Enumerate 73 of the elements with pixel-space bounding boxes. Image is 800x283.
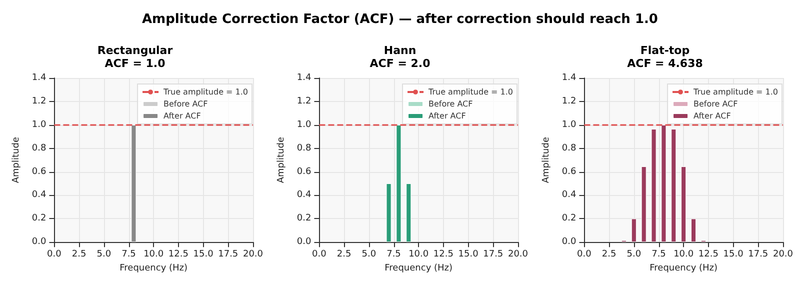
y-tick-label: 1.0: [296, 120, 312, 130]
y-tick-label: 1.2: [562, 96, 576, 106]
chart-title: Flat-top: [640, 44, 690, 57]
x-axis-title: Frequency (Hz): [384, 264, 453, 274]
y-tick-label: 1.2: [296, 96, 312, 106]
y-tick-label: 0.6: [32, 166, 46, 177]
x-tick-label: 12.5: [433, 250, 454, 260]
y-tick-label: 1.2: [32, 96, 46, 106]
y-tick-label: 0.8: [32, 143, 46, 154]
y-tick-label: 0.0: [562, 237, 576, 248]
x-tick-label: 7.5: [652, 250, 666, 260]
y-tick-label: 0.0: [296, 237, 312, 248]
y-tick-label: 0.4: [32, 190, 46, 200]
x-tick-label: 20.0: [242, 250, 264, 260]
chart-subtitle: ACF = 4.638: [627, 57, 703, 70]
y-tick-label: 1.0: [32, 120, 46, 130]
y-tick-label: 0.6: [562, 166, 576, 177]
x-tick-label: 5.0: [362, 250, 376, 260]
x-tick-label: 2.5: [602, 250, 616, 260]
chart-title: Rectangular: [97, 44, 174, 57]
y-tick-label: 0.2: [32, 214, 46, 224]
x-axis-title: Frequency (Hz): [120, 264, 188, 274]
legend-label: Before ACF: [694, 100, 738, 108]
x-tick-label: 10.0: [408, 250, 429, 260]
y-tick-label: 0.2: [562, 214, 576, 224]
y-tick-label: 1.4: [32, 73, 46, 83]
y-tick-label: 0.4: [296, 190, 312, 200]
legend-label: True amplitude = 1.0: [428, 88, 514, 96]
legend-label: True amplitude = 1.0: [162, 88, 248, 96]
y-tick-label: 1.4: [296, 73, 312, 83]
x-tick-label: 0.0: [47, 250, 62, 260]
x-tick-label: 15.0: [723, 250, 744, 260]
y-axis-title: Amplitude: [276, 136, 286, 184]
y-axis-title: Amplitude: [542, 136, 552, 184]
legend-label: True amplitude = 1.0: [692, 88, 778, 96]
x-tick-label: 10.0: [144, 250, 164, 260]
x-tick-label: 20.0: [772, 250, 794, 260]
y-tick-label: 0.4: [562, 190, 576, 200]
x-tick-label: 2.5: [72, 250, 86, 260]
y-tick-label: 0.8: [296, 143, 312, 154]
x-tick-label: 0.0: [312, 250, 327, 260]
legend-label: Before ACF: [428, 100, 474, 108]
text: Amplitude Correction Factor (ACF) — after correction should reach 1.0: [142, 12, 658, 26]
legend-label: After ACF: [164, 112, 202, 120]
x-tick-label: 17.5: [218, 250, 238, 260]
x-tick-label: 5.0: [96, 250, 112, 260]
legend-label: Before ACF: [164, 100, 208, 108]
x-tick-label: 15.0: [193, 250, 214, 260]
x-axis-title: Frequency (Hz): [650, 264, 718, 274]
chart-subtitle: ACF = 1.0: [104, 57, 166, 70]
chart-subtitle: ACF = 2.0: [370, 57, 431, 70]
legend-label: After ACF: [694, 112, 732, 120]
x-tick-label: 17.5: [748, 250, 768, 260]
y-axis-title: Amplitude: [12, 136, 22, 184]
x-tick-label: 5.0: [626, 250, 642, 260]
x-tick-label: 7.5: [386, 250, 401, 260]
y-tick-label: 0.0: [32, 237, 46, 248]
x-tick-label: 0.0: [577, 250, 592, 260]
x-tick-label: 12.5: [698, 250, 718, 260]
y-tick-label: 1.4: [562, 73, 576, 83]
chart-title: Hann: [384, 44, 416, 57]
y-tick-label: 0.8: [562, 143, 576, 154]
x-tick-label: 20.0: [508, 250, 528, 260]
x-tick-label: 7.5: [122, 250, 136, 260]
legend-label: After ACF: [428, 112, 466, 120]
x-tick-label: 2.5: [336, 250, 352, 260]
x-tick-label: 17.5: [483, 250, 504, 260]
x-tick-label: 10.0: [674, 250, 694, 260]
x-tick-label: 12.5: [168, 250, 188, 260]
y-tick-label: 0.6: [296, 166, 312, 177]
y-tick-label: 0.2: [296, 214, 312, 224]
y-tick-label: 1.0: [562, 120, 576, 130]
x-tick-label: 15.0: [458, 250, 479, 260]
